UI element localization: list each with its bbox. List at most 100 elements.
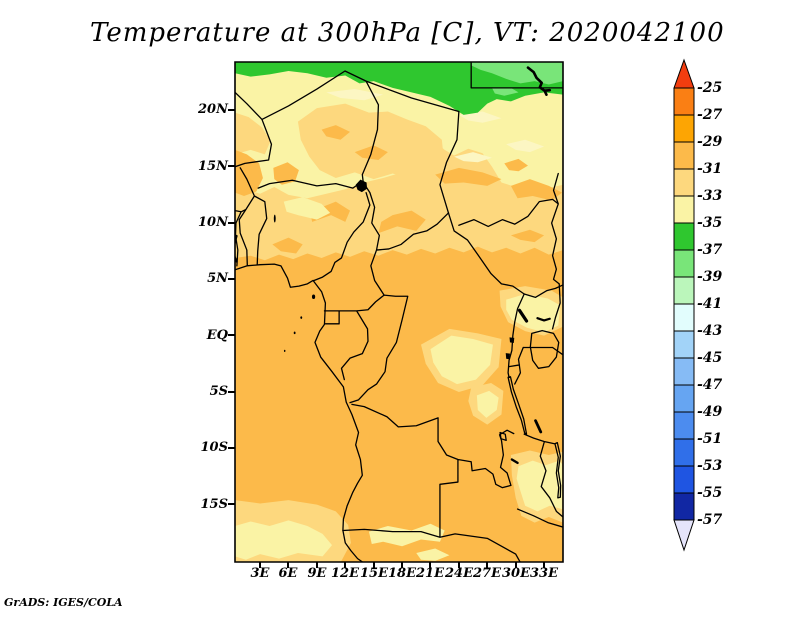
coastline <box>235 264 363 562</box>
plot-title: Temperature at 300hPa [C], VT: 202004210… <box>90 18 725 48</box>
x-axis-label: 27E <box>473 566 501 581</box>
y-axis-label: 5N <box>207 271 228 286</box>
colorbar-cell <box>673 384 695 413</box>
lake-malawi <box>555 443 561 498</box>
tick-mark <box>543 562 545 568</box>
y-axis-label: 10N <box>198 215 228 230</box>
colorbar-cell <box>673 168 695 197</box>
lake-edward <box>509 337 515 343</box>
tick-mark <box>228 503 235 505</box>
tick-mark <box>228 222 235 224</box>
tick-mark <box>287 562 289 568</box>
y-axis-label: 20N <box>198 102 228 117</box>
x-axis-label: 6E <box>278 566 298 581</box>
colorbar-label: -41 <box>697 296 723 312</box>
tick-mark <box>228 165 235 167</box>
colorbar-cell <box>673 195 695 224</box>
tick-mark <box>373 562 375 568</box>
x-axis-label: 15E <box>360 566 388 581</box>
x-axis-label: 21E <box>416 566 444 581</box>
colorbar-arrow-up <box>673 58 695 89</box>
x-axis-label: 18E <box>388 566 416 581</box>
colorbar-cell <box>673 141 695 170</box>
lake-chad <box>355 179 368 193</box>
colorbar-label: -37 <box>697 242 723 258</box>
tick-mark <box>316 562 318 568</box>
annobon-island <box>283 349 286 352</box>
principe-island <box>300 316 303 319</box>
x-axis-label: 24E <box>445 566 473 581</box>
colorbar-label: -31 <box>697 161 723 177</box>
tick-mark <box>259 562 261 568</box>
lake-rukwa <box>536 421 541 432</box>
kainji-reservoir <box>273 214 276 223</box>
lake-victoria <box>530 331 558 369</box>
tick-mark <box>228 334 235 336</box>
tick-mark <box>228 391 235 393</box>
y-axis-label: EQ <box>206 328 228 343</box>
colorbar-label: -33 <box>697 188 723 204</box>
lake-albert <box>519 310 526 321</box>
colorbar-label: -47 <box>697 377 723 393</box>
colorbar-cell <box>673 357 695 386</box>
tick-mark <box>515 562 517 568</box>
colorbar-cell <box>673 492 695 521</box>
y-axis-label: 10S <box>200 440 228 455</box>
lake-bangweulu <box>512 460 518 463</box>
colorbar-cell <box>673 465 695 494</box>
tick-mark <box>429 562 431 568</box>
tick-mark <box>458 562 460 568</box>
y-axis-label: 5S <box>209 384 228 399</box>
shade-light-green <box>471 62 563 85</box>
tick-mark <box>401 562 403 568</box>
temperature-shading-layer <box>234 62 563 562</box>
colorbar-cell <box>673 411 695 440</box>
x-axis-label: 30E <box>502 566 530 581</box>
colorbar-label: -27 <box>697 107 723 123</box>
colorbar-label: -53 <box>697 458 723 474</box>
shade-south-orange <box>234 246 563 562</box>
sao-tome-island <box>293 331 296 335</box>
map-plot <box>235 62 563 562</box>
colorbar-label: -51 <box>697 431 723 447</box>
lake-kyoga <box>537 318 549 320</box>
lake-kivu <box>505 353 510 360</box>
colorbar-cell <box>673 249 695 278</box>
shade-green-band <box>234 62 563 115</box>
tick-mark <box>228 278 235 280</box>
bioko-island <box>311 294 316 300</box>
colorbar-label: -55 <box>697 485 723 501</box>
colorbar-label: -25 <box>697 80 723 96</box>
map-frame <box>235 62 563 562</box>
x-axis-label: 33E <box>530 566 558 581</box>
colorbar-label: -29 <box>697 134 723 150</box>
colorbar-cell <box>673 222 695 251</box>
colorbar-arrow-down <box>673 519 695 552</box>
colorbar-label: -35 <box>697 215 723 231</box>
colorbar-label: -39 <box>697 269 723 285</box>
colorbar-cell <box>673 87 695 116</box>
colorbar-label: -45 <box>697 350 723 366</box>
tick-mark <box>228 447 235 449</box>
x-axis-label: 9E <box>307 566 327 581</box>
colorbar-cell <box>673 303 695 332</box>
y-axis-label: 15N <box>198 159 228 174</box>
x-axis-label: 3E <box>250 566 270 581</box>
colorbar-cell <box>673 330 695 359</box>
colorbar <box>673 58 695 552</box>
tick-mark <box>228 109 235 111</box>
colorbar-label: -49 <box>697 404 723 420</box>
colorbar-cell <box>673 114 695 143</box>
lake-nasser <box>528 68 550 95</box>
grads-attribution: GrADS: IGES/COLA <box>4 596 123 609</box>
lake-mweru <box>500 432 506 440</box>
colorbar-cell <box>673 276 695 305</box>
y-axis-label: 15S <box>200 497 228 512</box>
tick-mark <box>344 562 346 568</box>
colorbar-cell <box>673 438 695 467</box>
x-axis-label: 12E <box>331 566 359 581</box>
lake-tanganyika <box>508 377 526 434</box>
colorbar-label: -57 <box>697 512 723 528</box>
colorbar-label: -43 <box>697 323 723 339</box>
